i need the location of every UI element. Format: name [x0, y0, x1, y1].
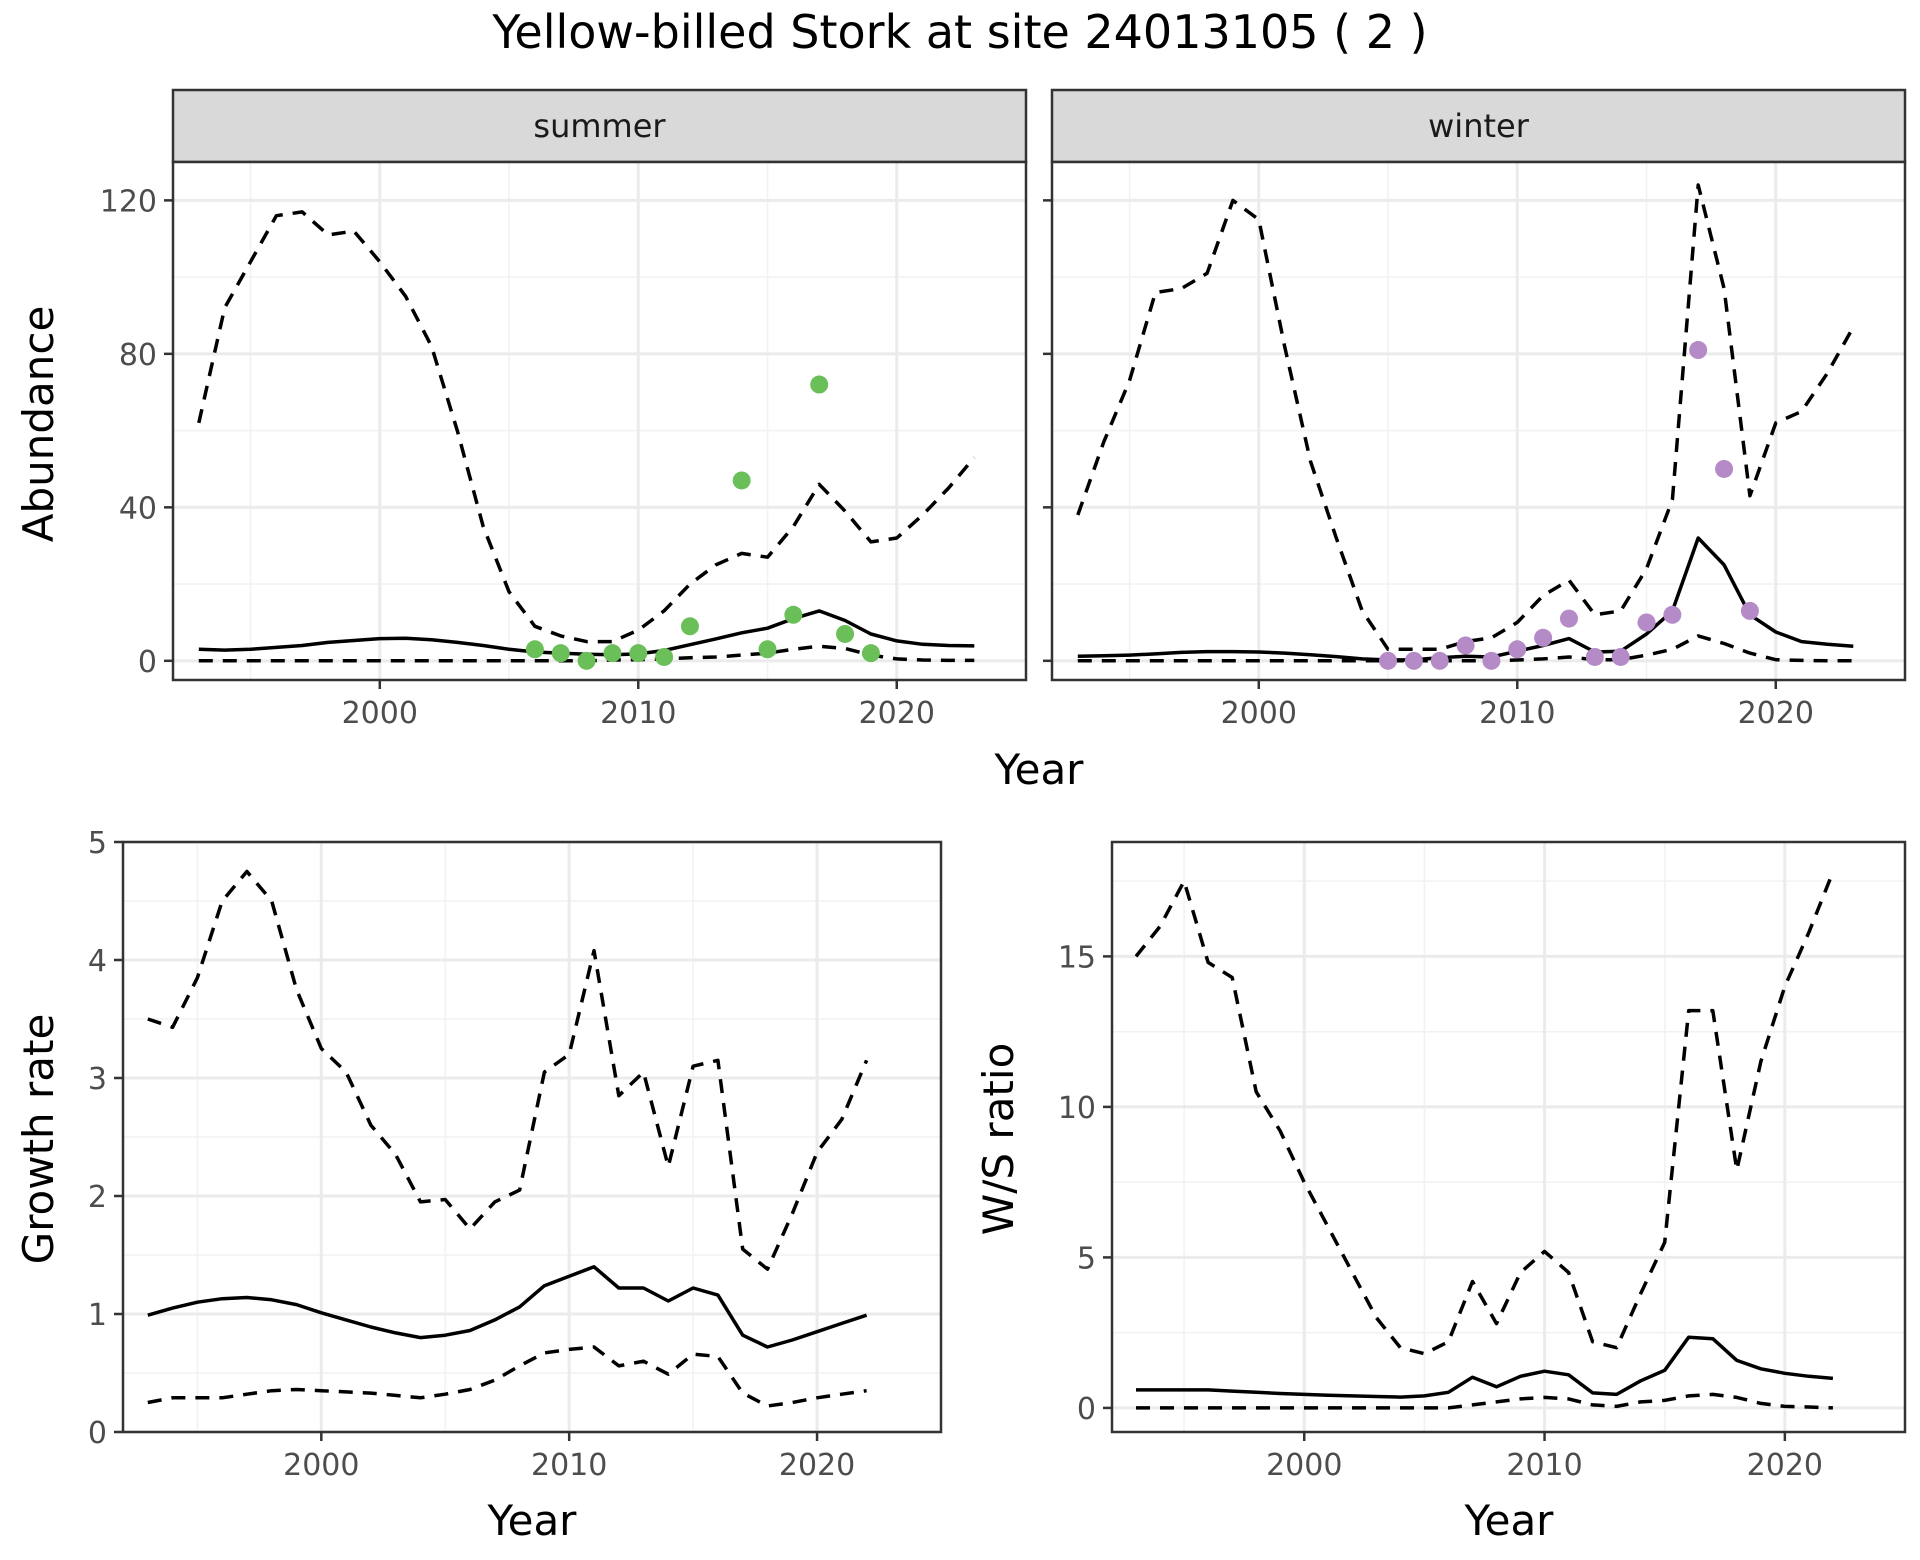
- y-tick-label: 0: [1077, 1392, 1096, 1427]
- facet-label-summer: summer: [533, 107, 666, 145]
- y-tick-label: 0: [88, 1416, 107, 1451]
- x-tick-label: 2010: [600, 696, 676, 731]
- data-point: [1637, 613, 1656, 632]
- series-line-mean: [1077, 536, 1854, 662]
- x-tick-label: 2000: [1266, 1448, 1342, 1483]
- y-tick-label: 5: [1077, 1241, 1096, 1276]
- data-point: [1689, 341, 1708, 360]
- series-line-lower: [1077, 634, 1854, 663]
- facet-strip-winter: [1050, 88, 1907, 164]
- x-tick-label: 2000: [283, 1448, 359, 1483]
- data-point: [629, 644, 648, 663]
- series-line-upper: [1134, 871, 1835, 1356]
- x-tick-label: 2010: [1479, 696, 1555, 731]
- series-line-upper: [147, 869, 869, 1271]
- y-tick-label: 10: [1058, 1091, 1096, 1126]
- x-tick-label: 2020: [859, 696, 935, 731]
- summer-abundance-panel: summer 2000 2010 2020 0 40 80 120: [100, 88, 1028, 731]
- data-point: [1611, 647, 1630, 666]
- y-axis-title-ws-ratio: W/S ratio: [974, 1043, 1023, 1236]
- x-axis-title-top: Year: [994, 745, 1085, 794]
- data-point: [784, 605, 803, 624]
- x-tick-label: 2020: [779, 1448, 855, 1483]
- y-tick-label: 1: [88, 1298, 107, 1333]
- x-tick-label: 2010: [531, 1448, 607, 1483]
- data-point: [1663, 605, 1682, 624]
- data-point: [836, 624, 855, 643]
- y-tick-label: 120: [100, 184, 157, 219]
- data-point: [1404, 651, 1423, 670]
- y-tick-label: 5: [88, 826, 107, 861]
- data-point: [810, 375, 829, 394]
- data-point: [1715, 459, 1734, 478]
- data-point: [525, 640, 544, 659]
- data-point: [1379, 651, 1398, 670]
- data-point: [551, 644, 570, 663]
- data-point: [1482, 651, 1501, 670]
- panel-background: [173, 162, 1026, 680]
- panel-background: [1112, 842, 1905, 1432]
- x-tick-label: 2010: [1506, 1448, 1582, 1483]
- series-line-lower: [147, 1345, 867, 1408]
- data-point: [1534, 628, 1553, 647]
- figure-title: Yellow-billed Stork at site 24013105 ( 2…: [491, 5, 1427, 59]
- series-line-mean: [147, 1265, 868, 1349]
- panel-border: [1110, 840, 1907, 1434]
- series-line-mean: [1136, 1335, 1834, 1399]
- panel-border: [1050, 160, 1907, 682]
- facet-label-winter: winter: [1428, 107, 1530, 145]
- series-line-lower: [1136, 1392, 1833, 1410]
- y-tick-label: 40: [119, 491, 157, 526]
- data-point: [1456, 636, 1475, 655]
- panel-background: [1052, 162, 1905, 680]
- data-point: [680, 617, 699, 636]
- data-point: [1740, 601, 1759, 620]
- data-point: [603, 644, 622, 663]
- data-point: [1430, 651, 1449, 670]
- data-point: [861, 644, 880, 663]
- winter-abundance-panel: winter 2000 2010 2020: [1043, 88, 1907, 731]
- series-line-upper: [1076, 183, 1855, 652]
- y-axis-title-abundance: Abundance: [14, 306, 63, 543]
- x-axis-title-ws: Year: [1464, 1496, 1555, 1545]
- data-point: [655, 647, 674, 666]
- x-tick-label: 2000: [1221, 696, 1297, 731]
- data-point: [1508, 640, 1527, 659]
- x-tick-label: 2000: [342, 696, 418, 731]
- data-point: [758, 640, 777, 659]
- y-tick-label: 0: [138, 645, 157, 680]
- x-tick-label: 2020: [1738, 696, 1814, 731]
- ws-ratio-panel: 2000 2010 2020 0 5 10 15: [1058, 840, 1907, 1483]
- y-tick-label: 80: [119, 338, 157, 373]
- y-tick-label: 2: [88, 1180, 107, 1215]
- growth-rate-panel: 2000 2010 2020 0 1 2 3 4 5: [88, 826, 943, 1483]
- series-line-upper: [197, 210, 976, 644]
- panel-border: [121, 840, 943, 1434]
- panel-border: [171, 160, 1028, 682]
- data-point: [1585, 647, 1604, 666]
- y-axis-title-growth-rate: Growth rate: [14, 1014, 63, 1265]
- y-tick-label: 4: [88, 944, 107, 979]
- x-axis-title-growth: Year: [487, 1496, 578, 1545]
- data-point: [577, 651, 596, 670]
- data-point: [1559, 609, 1578, 628]
- y-tick-label: 3: [88, 1062, 107, 1097]
- data-point: [732, 471, 751, 490]
- y-tick-label: 15: [1058, 940, 1096, 975]
- x-tick-label: 2020: [1747, 1448, 1823, 1483]
- facet-strip-summer: [171, 88, 1028, 164]
